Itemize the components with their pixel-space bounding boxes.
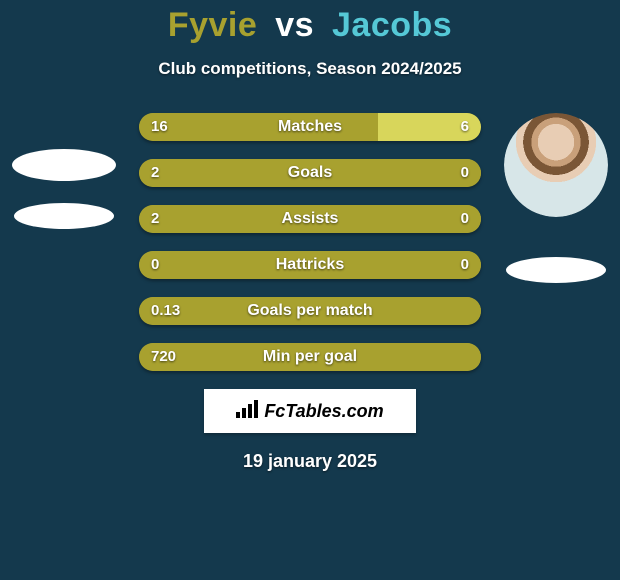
stat-value-right: 6: [461, 113, 469, 141]
player2-photo: [504, 113, 608, 217]
stat-row: Hattricks0 0: [139, 251, 481, 279]
stat-value-right: 0: [461, 205, 469, 233]
right-avatar-column: [496, 113, 616, 283]
stat-label: Assists: [139, 205, 481, 233]
stat-value-left: 2: [151, 159, 159, 187]
card-subtitle: Club competitions, Season 2024/2025: [0, 59, 620, 79]
stat-label: Matches: [139, 113, 481, 141]
card-date: 19 january 2025: [0, 451, 620, 472]
stat-row: Assists2 0: [139, 205, 481, 233]
watermark-chart-icon: [236, 400, 258, 423]
stat-label: Min per goal: [139, 343, 481, 371]
stat-value-right: 0: [461, 251, 469, 279]
stat-row: Goals2 0: [139, 159, 481, 187]
card-title: Fyvie vs Jacobs: [0, 0, 620, 45]
stat-row: Goals per match0.13: [139, 297, 481, 325]
watermark-text: FcTables.com: [264, 401, 383, 422]
title-player1: Fyvie: [168, 6, 257, 44]
stat-value-left: 0: [151, 251, 159, 279]
player2-photo-graphic: [504, 113, 608, 217]
content-area: Matches166Goals20Assists20Hattricks00Goa…: [0, 113, 620, 472]
stat-row: Min per goal720: [139, 343, 481, 371]
player1-club-logo-placeholder: [14, 203, 114, 229]
stat-bars: Matches166Goals20Assists20Hattricks00Goa…: [139, 113, 481, 371]
left-avatar-column: [4, 113, 124, 229]
comparison-card: Fyvie vs Jacobs Club competitions, Seaso…: [0, 0, 620, 580]
stat-label: Goals per match: [139, 297, 481, 325]
player1-photo-placeholder: [12, 149, 116, 181]
stat-value-left: 720: [151, 343, 176, 371]
stat-label: Hattricks: [139, 251, 481, 279]
title-vs: vs: [275, 6, 314, 44]
stat-value-left: 2: [151, 205, 159, 233]
title-player2: Jacobs: [332, 6, 452, 44]
watermark-badge: FcTables.com: [204, 389, 416, 433]
player2-club-logo-placeholder: [506, 257, 606, 283]
stat-value-left: 0.13: [151, 297, 180, 325]
stat-value-right: 0: [461, 159, 469, 187]
stat-value-left: 16: [151, 113, 168, 141]
stat-label: Goals: [139, 159, 481, 187]
stat-row: Matches16 6: [139, 113, 481, 141]
